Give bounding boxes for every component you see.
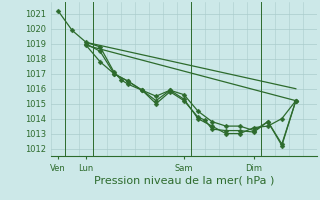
X-axis label: Pression niveau de la mer( hPa ): Pression niveau de la mer( hPa ) bbox=[94, 175, 274, 185]
